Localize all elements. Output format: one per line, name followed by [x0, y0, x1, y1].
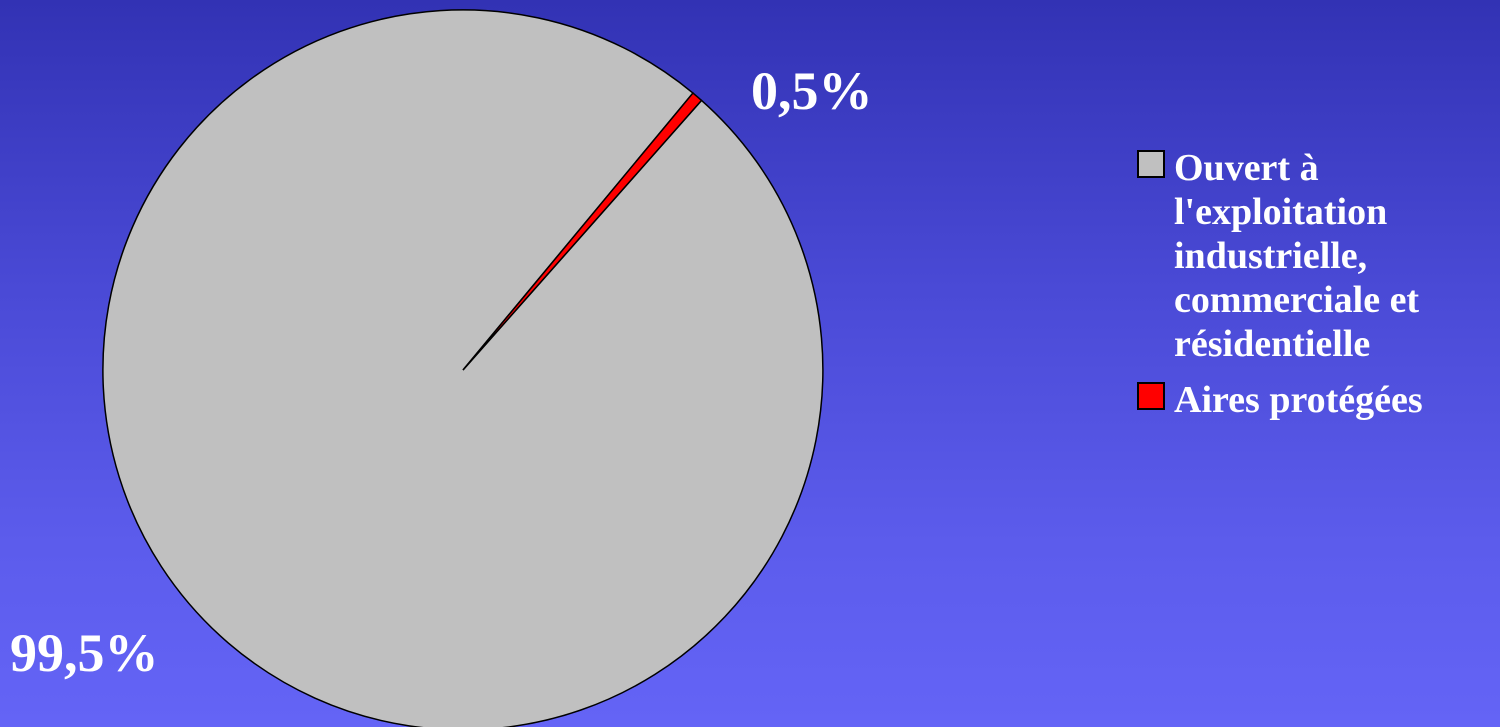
legend-line: commerciale et — [1174, 279, 1420, 321]
legend-line: industrielle, — [1174, 235, 1368, 277]
legend-line: Ouvert à — [1174, 147, 1319, 189]
legend-line: Aires protégées — [1174, 379, 1423, 421]
legend-line: l'exploitation — [1174, 191, 1388, 233]
pie-slice-ouvert-exploitation — [102, 9, 824, 727]
data-label-ouvert-exploitation: 99,5% — [10, 623, 159, 683]
legend-label-ouvert-exploitation: Ouvert à l'exploitation industrielle, co… — [1174, 146, 1419, 366]
legend: Ouvert à l'exploitation industrielle, co… — [1137, 146, 1500, 434]
legend-item-aires-protegees: Aires protégées — [1137, 378, 1500, 422]
data-label-aires-protegees: 0,5% — [751, 61, 873, 121]
legend-swatch-ouvert-exploitation — [1137, 150, 1165, 178]
pie-slice-aires-protegees — [462, 91, 703, 371]
legend-swatch-aires-protegees — [1137, 382, 1165, 410]
legend-line: résidentielle — [1174, 323, 1371, 365]
legend-item-ouvert-exploitation: Ouvert à l'exploitation industrielle, co… — [1137, 146, 1500, 366]
legend-label-aires-protegees: Aires protégées — [1174, 378, 1423, 422]
